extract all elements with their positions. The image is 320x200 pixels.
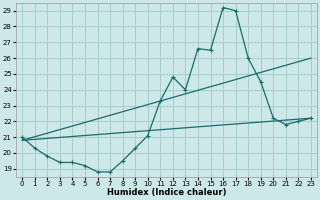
X-axis label: Humidex (Indice chaleur): Humidex (Indice chaleur) [107,188,226,197]
